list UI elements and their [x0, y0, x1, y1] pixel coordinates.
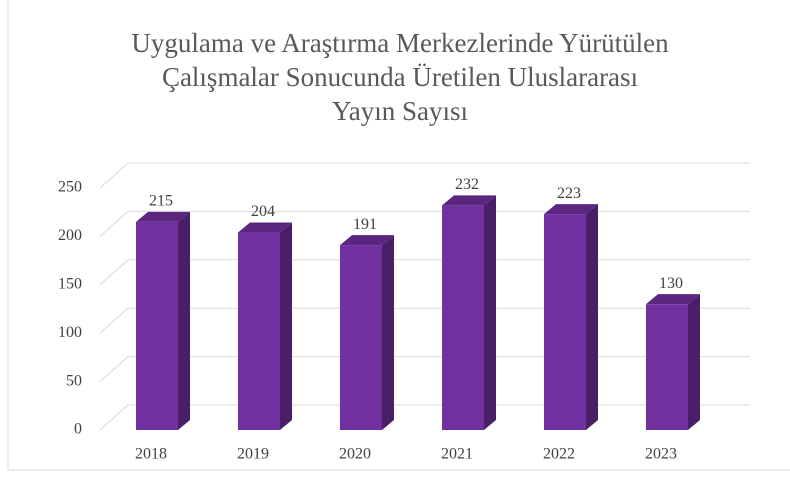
- bar: [442, 205, 484, 430]
- bar-side: [586, 204, 598, 430]
- data-label: 232: [455, 176, 479, 193]
- data-label: 130: [659, 275, 683, 292]
- bar-side: [688, 294, 700, 430]
- data-label: 204: [251, 203, 275, 220]
- bar-side: [382, 235, 394, 430]
- grid-line: [99, 307, 129, 334]
- bar: [544, 214, 586, 430]
- chart-title: Yayın Sayısı: [332, 96, 468, 126]
- y-tick-label: 150: [58, 275, 82, 292]
- bar-top: [238, 222, 292, 233]
- bar-side: [280, 222, 292, 430]
- bar-top: [136, 211, 190, 222]
- y-tick-label: 50: [66, 372, 82, 389]
- y-tick-label: 0: [74, 421, 82, 438]
- bar-top: [646, 294, 700, 305]
- grid-line: [99, 356, 129, 382]
- bar-top: [340, 235, 394, 246]
- grid-line: [99, 162, 129, 189]
- data-label: 191: [353, 216, 377, 233]
- y-tick-label: 100: [58, 324, 82, 341]
- x-tick-label: 2020: [339, 446, 371, 463]
- grid-line: [99, 404, 129, 431]
- data-label: 215: [149, 193, 173, 210]
- chart-title: Uygulama ve Araştırma Merkezlerinde Yürü…: [131, 28, 669, 58]
- bar: [340, 245, 382, 430]
- bar: [136, 221, 178, 430]
- data-label: 223: [557, 185, 581, 202]
- chart-title: Çalışmalar Sonucunda Üretilen Uluslarara…: [162, 62, 638, 92]
- y-tick-label: 200: [58, 227, 82, 244]
- bar-top: [544, 204, 598, 215]
- grid-line: [99, 259, 129, 286]
- bar: [238, 232, 280, 430]
- x-tick-label: 2022: [543, 446, 575, 463]
- x-tick-label: 2018: [135, 446, 167, 463]
- grid-line: [99, 211, 129, 237]
- x-tick-label: 2021: [441, 446, 473, 463]
- x-tick-label: 2019: [237, 446, 269, 463]
- bar-top: [442, 195, 496, 206]
- bar-side: [484, 195, 496, 430]
- bar: [646, 304, 688, 430]
- bar-side: [178, 211, 190, 430]
- x-tick-label: 2023: [645, 446, 677, 463]
- y-tick-label: 250: [58, 179, 82, 196]
